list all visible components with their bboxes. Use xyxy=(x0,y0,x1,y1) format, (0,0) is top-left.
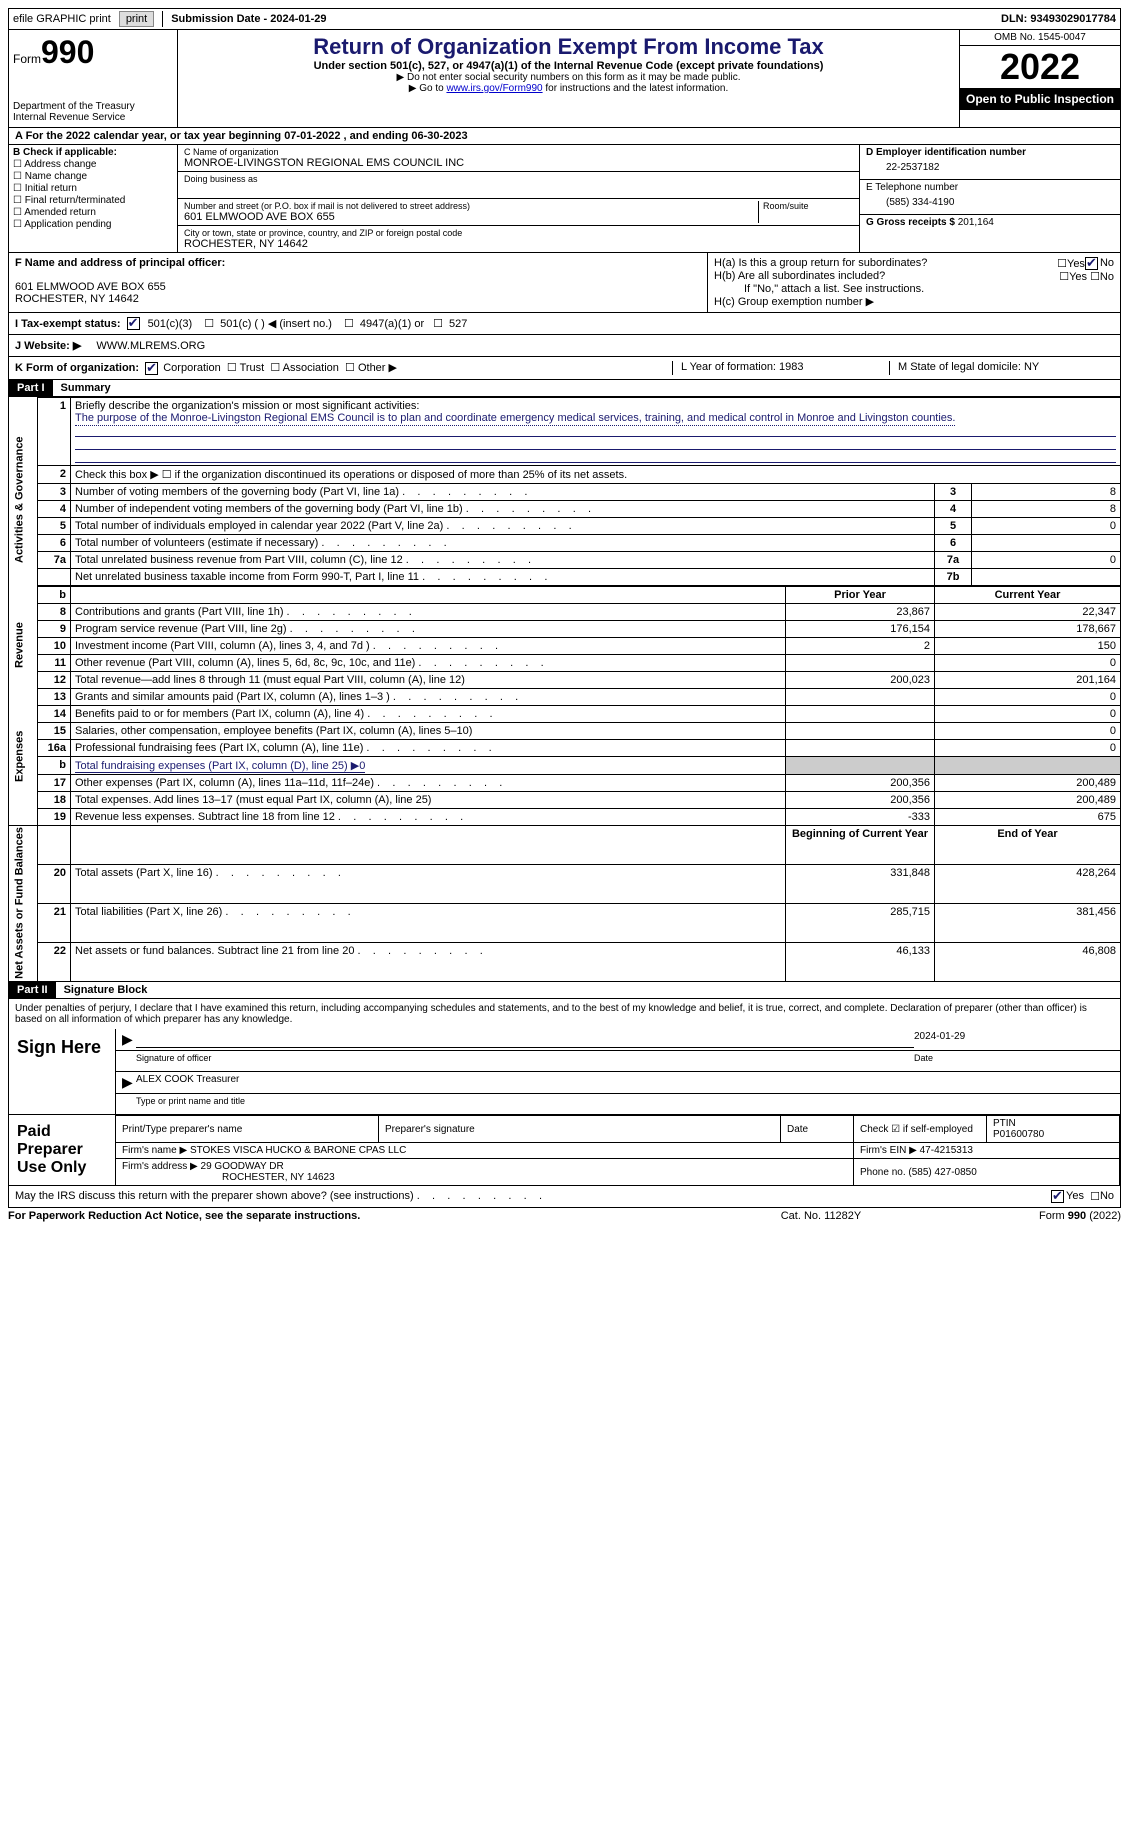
ha-no[interactable] xyxy=(1085,257,1098,270)
vlabel-gov: Activities & Governance xyxy=(9,397,38,603)
website: WWW.MLREMS.ORG xyxy=(96,340,205,352)
vlabel-net: Net Assets or Fund Balances xyxy=(9,825,38,982)
top-bar: efile GRAPHIC print print Submission Dat… xyxy=(8,8,1121,30)
chk-amended[interactable]: ☐ Amended return xyxy=(13,207,173,218)
dept-treasury: Department of the Treasury Internal Reve… xyxy=(13,101,173,123)
sign-here-label: Sign Here xyxy=(9,1029,116,1114)
submission-date: Submission Date - 2024-01-29 xyxy=(171,13,326,25)
summary-table: Activities & Governance 1 Briefly descri… xyxy=(8,397,1121,983)
mission-text: The purpose of the Monroe-Livingston Reg… xyxy=(75,412,955,426)
officer-addr1: 601 ELMWOOD AVE BOX 655 xyxy=(15,281,166,293)
section-j: J Website: ▶ WWW.MLREMS.ORG xyxy=(8,335,1121,357)
efile-label: efile GRAPHIC print xyxy=(13,13,111,25)
val-7b xyxy=(972,568,1121,586)
entity-block: B Check if applicable: ☐ Address change … xyxy=(8,145,1121,253)
perjury-text: Under penalties of perjury, I declare th… xyxy=(9,999,1120,1029)
open-inspection: Open to Public Inspection xyxy=(960,88,1120,110)
paid-preparer-label: Paid Preparer Use Only xyxy=(9,1115,116,1185)
chk-final[interactable]: ☐ Final return/terminated xyxy=(13,195,173,206)
discuss-row: May the IRS discuss this return with the… xyxy=(8,1186,1121,1208)
form-header: Form990 Department of the Treasury Inter… xyxy=(8,30,1121,128)
section-c: C Name of organization MONROE-LIVINGSTON… xyxy=(178,145,859,252)
state-domicile: M State of legal domicile: NY xyxy=(898,361,1106,375)
discuss-yes[interactable] xyxy=(1051,1190,1064,1203)
org-name: MONROE-LIVINGSTON REGIONAL EMS COUNCIL I… xyxy=(184,157,853,169)
form-number: 990 xyxy=(41,34,94,70)
dln: DLN: 93493029017784 xyxy=(1001,13,1116,25)
year-formation: L Year of formation: 1983 xyxy=(681,361,890,375)
val-3: 8 xyxy=(972,483,1121,500)
val-5: 0 xyxy=(972,517,1121,534)
firm-name: STOKES VISCA HUCKO & BARONE CPAS LLC xyxy=(190,1145,406,1156)
val-7a: 0 xyxy=(972,551,1121,568)
section-i: I Tax-exempt status: 501(c)(3) ☐ 501(c) … xyxy=(8,313,1121,335)
firm-phone: (585) 427-0850 xyxy=(908,1167,976,1178)
omb-number: OMB No. 1545-0047 xyxy=(960,30,1120,46)
officer-name: ALEX COOK Treasurer xyxy=(136,1074,239,1091)
vlabel-rev: Revenue xyxy=(9,603,38,688)
print-button[interactable]: print xyxy=(119,11,154,27)
form-title: Return of Organization Exempt From Incom… xyxy=(182,34,955,60)
gross-receipts: 201,164 xyxy=(958,217,994,228)
preparer-block: Paid Preparer Use Only Print/Type prepar… xyxy=(8,1115,1121,1186)
val-4: 8 xyxy=(972,500,1121,517)
part2-bar: Part IISignature Block xyxy=(8,982,1121,999)
ein: 22-2537182 xyxy=(866,158,1114,177)
signature-block: Under penalties of perjury, I declare th… xyxy=(8,999,1121,1115)
form-word: Form xyxy=(13,52,41,66)
val-6 xyxy=(972,534,1121,551)
firm-ein: 47-4215313 xyxy=(920,1145,973,1156)
vlabel-exp: Expenses xyxy=(9,688,38,825)
section-fh: F Name and address of principal officer:… xyxy=(8,253,1121,313)
chk-pending[interactable]: ☐ Application pending xyxy=(13,219,173,230)
chk-501c3[interactable] xyxy=(127,317,140,330)
chk-namechange[interactable]: ☐ Name change xyxy=(13,171,173,182)
officer-addr2: ROCHESTER, NY 14642 xyxy=(15,293,139,305)
part1-bar: Part ISummary xyxy=(8,380,1121,397)
firm-addr1: 29 GOODWAY DR xyxy=(201,1161,284,1172)
tax-year: 2022 xyxy=(960,46,1120,88)
telephone: (585) 334-4190 xyxy=(866,193,1114,212)
sig-date: 2024-01-29 xyxy=(914,1031,1114,1048)
page-footer: For Paperwork Reduction Act Notice, see … xyxy=(8,1208,1121,1224)
chk-initial[interactable]: ☐ Initial return xyxy=(13,183,173,194)
org-address: 601 ELMWOOD AVE BOX 655 xyxy=(184,211,758,223)
chk-address[interactable]: ☐ Address change xyxy=(13,159,173,170)
section-d: D Employer identification number 22-2537… xyxy=(859,145,1120,252)
ptin: P01600780 xyxy=(993,1129,1044,1140)
instr-goto: ▶ Go to www.irs.gov/Form990 for instruct… xyxy=(182,83,955,94)
chk-corp[interactable] xyxy=(145,362,158,375)
org-city: ROCHESTER, NY 14642 xyxy=(184,238,853,250)
irs-link[interactable]: www.irs.gov/Form990 xyxy=(446,83,542,94)
form-subtitle: Under section 501(c), 527, or 4947(a)(1)… xyxy=(182,60,955,72)
firm-addr2: ROCHESTER, NY 14623 xyxy=(122,1172,335,1183)
section-k: K Form of organization: Corporation ☐ Tr… xyxy=(8,357,1121,380)
section-b: B Check if applicable: ☐ Address change … xyxy=(9,145,178,252)
instr-ssn: ▶ Do not enter social security numbers o… xyxy=(182,72,955,83)
section-a: A For the 2022 calendar year, or tax yea… xyxy=(8,128,1121,145)
